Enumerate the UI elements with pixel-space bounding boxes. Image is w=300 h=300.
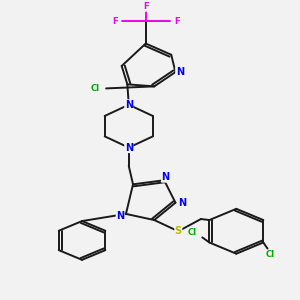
Text: N: N: [161, 172, 169, 182]
Text: S: S: [175, 226, 182, 236]
Text: N: N: [125, 100, 133, 110]
Text: Cl: Cl: [188, 228, 197, 237]
Text: N: N: [125, 142, 133, 153]
Text: F: F: [174, 16, 180, 26]
Text: Cl: Cl: [90, 84, 99, 93]
Text: Cl: Cl: [266, 250, 275, 259]
Text: N: N: [116, 211, 124, 221]
Text: F: F: [112, 16, 117, 26]
Text: F: F: [143, 2, 148, 11]
Text: N: N: [178, 198, 187, 208]
Text: N: N: [176, 67, 184, 77]
